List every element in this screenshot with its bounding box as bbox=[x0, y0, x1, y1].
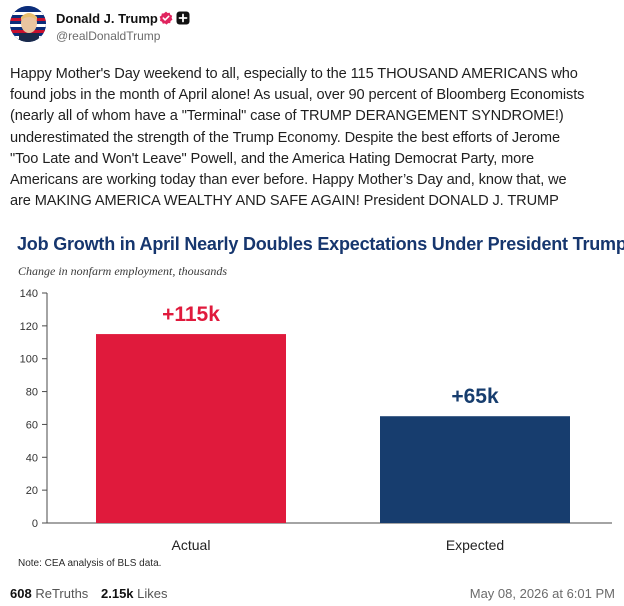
post-footer: 608 ReTruths 2.15k Likes May 08, 2026 at… bbox=[10, 586, 615, 602]
y-tick-label: 100 bbox=[20, 354, 38, 366]
likes-label: Likes bbox=[137, 586, 168, 601]
bar-expected bbox=[380, 416, 570, 523]
data-label-expected: +65k bbox=[451, 385, 499, 408]
post-timestamp[interactable]: May 08, 2026 at 6:01 PM bbox=[469, 586, 615, 601]
chart-note: Note: CEA analysis of BLS data. bbox=[18, 558, 162, 569]
data-label-actual: +115k bbox=[162, 303, 220, 326]
x-tick-label-actual: Actual bbox=[172, 537, 211, 553]
user-handle[interactable]: @realDonaldTrump bbox=[56, 29, 161, 43]
y-tick-label: 80 bbox=[26, 387, 38, 399]
likes-count: 2.15k bbox=[101, 586, 134, 601]
post-header: Donald J. Trump @realDonaldTrump bbox=[10, 6, 610, 46]
x-tick-label-expected: Expected bbox=[446, 537, 504, 553]
bar-chart: 0 20 40 60 80 100 120 140 +115k Actual +65k Expecte… bbox=[20, 288, 612, 553]
verified-badge-icon bbox=[159, 11, 173, 25]
likes-stat[interactable]: 2.15k Likes bbox=[101, 586, 168, 601]
y-tick-label: 40 bbox=[26, 452, 38, 464]
y-tick-label: 120 bbox=[20, 321, 38, 333]
y-tick-label: 140 bbox=[20, 288, 38, 300]
chart-image: Job Growth in April Nearly Doubles Expec… bbox=[0, 228, 624, 576]
display-name[interactable]: Donald J. Trump bbox=[56, 11, 158, 26]
y-tick-label: 60 bbox=[26, 419, 38, 431]
bar-actual bbox=[96, 334, 286, 523]
chart-title: Job Growth in April Nearly Doubles Expec… bbox=[17, 234, 624, 254]
retruths-label: ReTruths bbox=[35, 586, 89, 601]
retruths-stat[interactable]: 608 ReTruths bbox=[10, 586, 88, 601]
post-text: Happy Mother's Day weekend to all, espec… bbox=[10, 66, 585, 210]
plus-badge-icon bbox=[176, 11, 190, 25]
chart-subtitle: Change in nonfarm employment, thousands bbox=[18, 264, 227, 278]
y-tick-label: 20 bbox=[26, 485, 38, 497]
avatar[interactable] bbox=[10, 6, 46, 42]
retruths-count: 608 bbox=[10, 586, 32, 601]
y-tick-label: 0 bbox=[32, 518, 38, 530]
